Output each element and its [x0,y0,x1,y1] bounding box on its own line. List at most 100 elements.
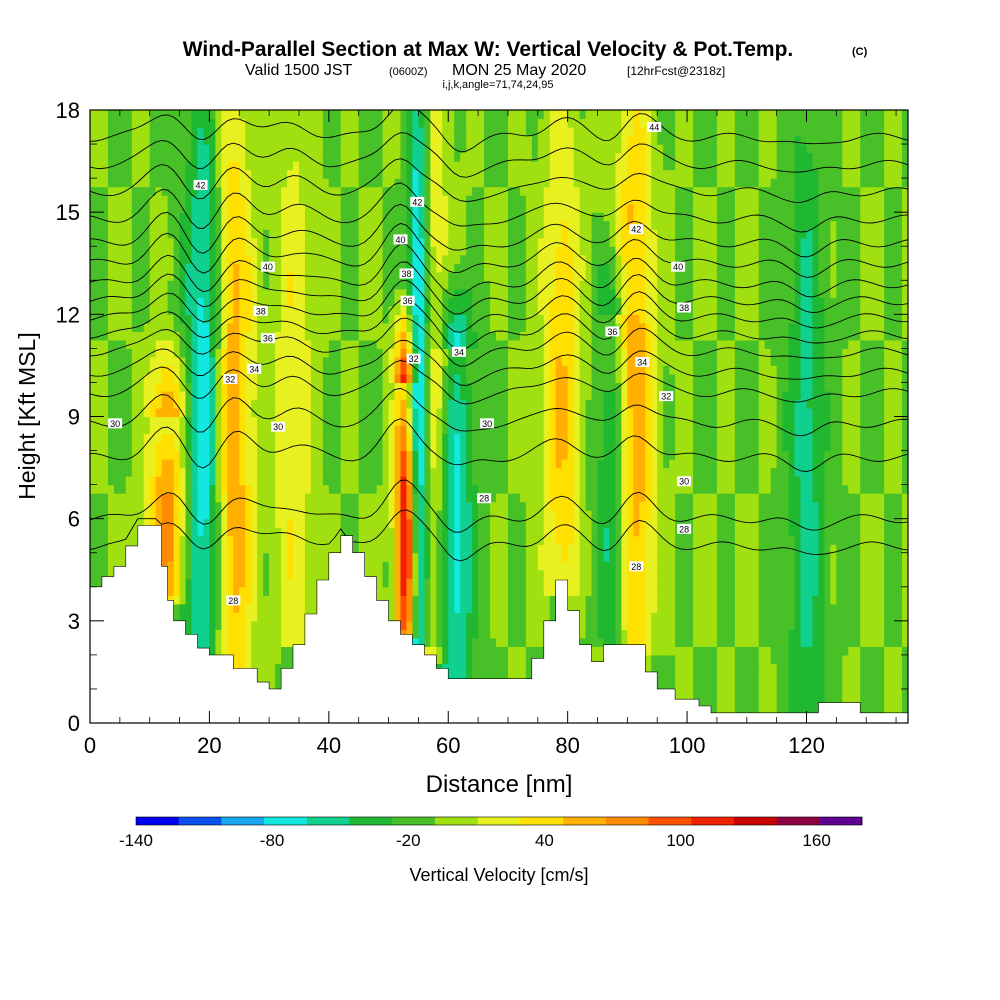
velocity-cell [388,595,396,605]
velocity-cell [287,203,294,213]
velocity-cell [322,288,330,298]
velocity-cell [161,152,169,162]
velocity-cell [394,442,402,452]
velocity-cell [304,484,312,494]
velocity-cell [239,195,246,205]
velocity-cell [215,195,222,205]
velocity-cell [239,110,246,120]
velocity-cell [173,518,181,528]
velocity-cell [149,220,157,230]
velocity-cell [496,297,503,307]
velocity-cell [251,169,258,179]
velocity-cell [346,527,354,537]
velocity-cell [382,510,390,520]
velocity-cell [233,365,240,375]
velocity-cell [328,484,336,494]
velocity-cell [137,135,145,145]
velocity-cell [442,425,449,435]
velocity-cell [466,416,473,426]
velocity-cell [370,476,378,486]
velocity-cell [310,322,318,332]
velocity-cell [179,442,187,452]
velocity-cell [203,442,211,452]
velocity-cell [257,356,264,367]
velocity-cell [478,663,485,673]
velocity-cell [424,527,431,537]
velocity-cell [496,450,503,460]
velocity-cell [358,220,366,230]
velocity-cell [149,127,157,137]
velocity-cell [203,527,211,537]
velocity-cell [484,399,491,409]
velocity-cell [376,578,384,588]
velocity-cell [304,603,312,613]
velocity-cell [203,416,211,426]
velocity-cell [424,348,431,358]
velocity-cell [448,237,455,247]
velocity-cell [95,569,103,579]
velocity-cell [281,493,288,503]
velocity-cell [406,254,414,264]
velocity-cell [460,178,467,188]
velocity-cell [472,416,479,426]
velocity-cell [269,654,276,664]
velocity-cell [149,237,157,247]
velocity-cell [227,561,234,571]
velocity-cell [113,263,121,273]
velocity-cell [155,459,163,469]
velocity-cell [227,348,234,358]
velocity-cell [328,314,336,324]
velocity-cell [388,535,396,545]
velocity-cell [131,373,139,384]
velocity-cell [328,425,336,435]
velocity-cell [215,442,222,452]
velocity-cell [334,110,342,120]
velocity-cell [316,442,324,452]
velocity-cell [239,501,246,511]
velocity-cell [334,288,342,298]
velocity-cell [478,169,485,179]
velocity-cell [364,356,372,367]
velocity-cell [191,271,199,281]
velocity-cell [209,322,216,332]
velocity-cell [436,620,443,630]
velocity-cell [239,425,246,435]
velocity-cell [101,152,109,162]
velocity-cell [233,356,240,367]
velocity-cell [501,552,509,562]
velocity-cell [239,544,246,554]
velocity-cell [478,322,485,332]
velocity-cell [191,620,199,630]
velocity-cell [340,399,348,409]
velocity-cell [466,331,473,341]
velocity-cell [436,654,443,664]
velocity-cell [430,331,437,341]
velocity-cell [239,493,246,503]
velocity-cell [418,501,425,511]
velocity-cell [322,161,330,171]
velocity-cell [227,586,234,596]
velocity-cell [131,382,139,392]
velocity-cell [454,561,461,571]
velocity-cell [137,399,145,409]
velocity-cell [472,373,479,384]
velocity-cell [263,459,270,469]
velocity-cell [179,220,187,230]
velocity-cell [394,127,402,137]
velocity-cell [370,110,378,120]
velocity-cell [412,254,419,264]
velocity-cell [287,152,294,162]
velocity-cell [448,263,455,273]
velocity-cell [298,459,306,469]
velocity-cell [400,459,408,469]
velocity-cell [334,484,342,494]
velocity-cell [185,459,193,469]
velocity-cell [101,467,109,477]
velocity-cell [107,263,115,273]
velocity-cell [448,510,455,520]
velocity-cell [478,407,485,418]
velocity-cell [155,476,163,486]
velocity-cell [304,212,312,222]
velocity-cell [466,603,473,613]
velocity-cell [149,390,157,401]
